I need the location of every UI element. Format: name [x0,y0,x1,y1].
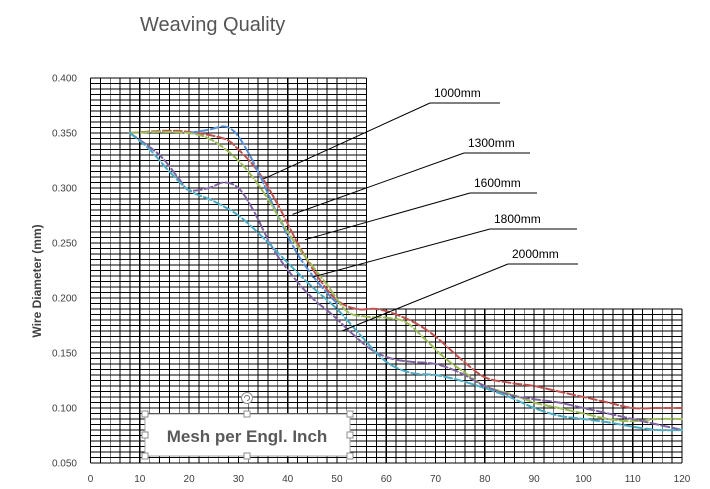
callout-label: 1000mm [434,86,481,100]
callout-leader-line [312,228,491,278]
resize-handle-left[interactable] [141,431,149,439]
y-tick-label: 0.150 [52,349,77,360]
resize-handle-top-left[interactable] [141,410,149,418]
rotate-handle-icon[interactable] [241,392,253,404]
resize-handle-top[interactable] [243,410,251,418]
series-line-1600mm [128,130,683,423]
x-tick-label: 40 [282,474,294,485]
series-line-1800mm [128,132,683,431]
callout-label: 1300mm [468,136,515,150]
chart-series [128,125,683,432]
y-tick-label: 0.350 [52,129,77,140]
x-axis-label: Mesh per Engl. Inch [167,427,328,446]
x-tick-label: 60 [381,474,393,485]
callout-leader-line [304,192,471,241]
x-tick-label: 0 [88,474,94,485]
y-tick-label: 0.250 [52,239,77,250]
y-tick-label: 0.100 [52,404,77,415]
x-tick-label: 30 [233,474,245,485]
y-tick-label: 0.400 [52,74,77,85]
series-line-2000mm [128,132,683,432]
callout-leader-line [292,152,465,215]
callout-leader-line [341,263,509,332]
chart-grid [89,77,683,464]
y-tick-label: 0.050 [52,459,77,470]
y-tick-label: 0.200 [52,294,77,305]
x-tick-label: 100 [575,474,592,485]
y-axis-ticks: 0.050 0.100 0.150 0.200 0.250 0.300 0.350 0.400 [52,74,77,470]
x-tick-label: 70 [430,474,442,485]
resize-handle-bottom[interactable] [243,452,251,460]
series-line-1300mm [188,125,338,305]
x-tick-label: 110 [625,474,641,485]
resize-handle-right[interactable] [346,431,354,439]
chart-title: Weaving Quality [140,14,285,36]
y-tick-label: 0.300 [52,184,77,195]
x-tick-label: 20 [184,474,196,485]
resize-handle-bottom-left[interactable] [141,452,149,460]
callout-leader-line [262,102,431,180]
x-axis-label-box[interactable]: Mesh per Engl. Inch [141,392,354,460]
resize-handle-bottom-right[interactable] [346,452,354,460]
resize-handle-top-right[interactable] [346,410,354,418]
y-axis-label: Wire Diameter (mm) [30,224,44,337]
series-line-1000mm [128,129,683,410]
callout-label: 1600mm [474,176,521,190]
x-tick-label: 10 [134,474,146,485]
x-tick-label: 80 [479,474,491,485]
series-callouts: 1000mm 1300mm 1600mm 1800mm 2000mm [262,86,578,332]
callout-label: 1800mm [494,212,541,226]
x-tick-label: 120 [674,474,691,485]
x-axis-ticks: 0 10 20 30 40 50 60 70 80 90 100 110 120 [88,474,691,485]
x-tick-label: 90 [529,474,541,485]
x-tick-label: 50 [331,474,343,485]
callout-label: 2000mm [512,247,559,261]
